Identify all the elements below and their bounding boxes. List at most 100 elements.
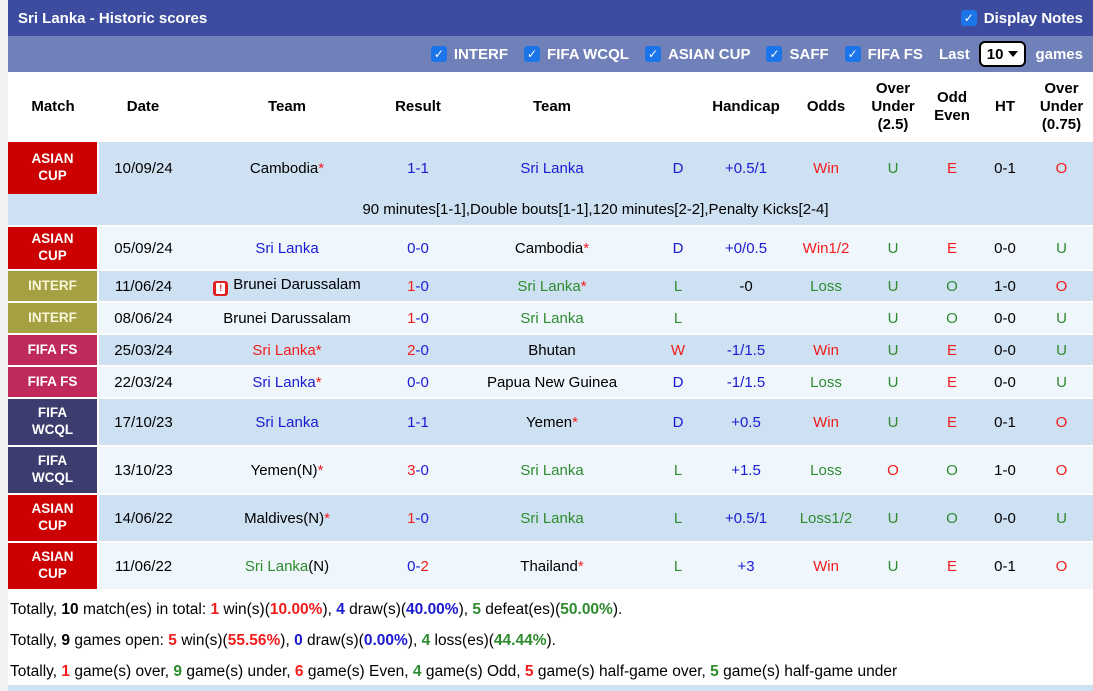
score-part: -0 [415,509,429,527]
checkbox-asian-cup[interactable]: ✓ [644,46,661,62]
odds-result-text: Win [813,159,839,177]
totals-segment: game(s) Odd, [421,663,525,680]
over-under-2-5-text: U [887,557,899,575]
odds-result-text: Win [813,341,839,359]
odds-result-text: Loss1/2 [799,509,853,527]
score-part: 1-1 [407,159,429,177]
over-under-0-75-text: U [1056,509,1067,527]
over-under-0-75-text: O [1055,159,1068,177]
totals-segment: game(s) under, [182,663,295,680]
odd-even: O [924,302,980,335]
totals-line-2: Totally, 9 games open: 5 win(s)(55.56%),… [10,625,1093,656]
matches-table: Match Date Team Result Team Handicap Odds Over … [8,72,1093,591]
match-date: 13/10/23 [98,446,188,495]
display-notes-checkbox[interactable]: ✓ [960,10,977,26]
totals-segment: 0 [294,632,303,649]
totals-segment: 5 [524,663,534,680]
checkbox-interf[interactable]: ✓ [430,46,447,62]
score-part: 1 [407,277,416,295]
team-name: * [583,239,590,257]
handicap-value: -1/1.5 [702,334,790,367]
checkbox-fifa-fs[interactable]: ✓ [844,46,861,62]
result-letter-text: L [673,309,683,327]
away-team: Sri Lanka [450,446,654,495]
handicap-value: +0.5/1 [702,142,790,194]
checkmark-icon: ✓ [847,47,858,61]
totals-segment: 4 [421,632,431,649]
totals-segment: draw(s)( [302,632,364,649]
match-date: 25/03/24 [98,334,188,367]
result-letter-text: L [673,277,683,295]
filter-group-interf: ✓ INTERF [430,46,508,63]
over-under-2-5-text: U [887,341,899,359]
competition-badge: FIFA FS [8,334,99,367]
team-name: * [324,509,330,527]
result-letter: L [654,542,702,591]
over-under-0-75-text: O [1055,461,1068,479]
checkbox-saff[interactable]: ✓ [766,46,783,62]
odd-even-text: O [946,509,958,527]
match-row: INTERF 11/06/24! Brunei Darussalam 1-0 Sri L… [8,270,1093,303]
over-under-2-5-text: U [887,413,899,431]
team-name: Sri Lanka [255,413,319,431]
odds-result-text: Loss [810,373,842,391]
odd-even-text: E [946,373,957,391]
games-count-select[interactable]: 10 [978,41,1027,67]
column-header-over-under-0-75-: Over Under (0.75) [1030,72,1093,142]
over-under-0-75: O [1030,142,1093,194]
result-score: 0-0 [386,366,450,399]
over-under-2-5: U [862,366,924,399]
team-name: Yemen(N) [250,461,318,479]
team-name: * [315,341,322,359]
half-time-score: 0-1 [980,542,1030,591]
away-team: Sri Lanka* [450,270,654,303]
filter-label-saff: SAFF [789,45,829,63]
result-letter-text: W [670,341,686,359]
match-date: 11/06/22 [98,542,188,591]
score-part: 0- [407,557,421,575]
checkmark-icon: ✓ [647,47,658,61]
odds-result: Loss [790,366,862,399]
odd-even: E [924,226,980,271]
away-team: Bhutan [450,334,654,367]
over-under-0-75: O [1030,270,1093,303]
totals-segment: Totally, [10,601,62,618]
odds-result-text: Win [813,557,839,575]
result-score: 3-0 [386,446,450,495]
match-row: ASIAN CUP 11/06/22 Sri Lanka(N) 0-2 Thailand… [8,542,1093,591]
home-team: Sri Lanka [188,226,386,271]
over-under-2-5-text: U [887,309,899,327]
odd-even: E [924,542,980,591]
away-team: Sri Lanka [450,142,654,194]
score-part: 1-1 [407,413,429,431]
match-date: 05/09/24 [98,226,188,271]
checkbox-fifa-wcql[interactable]: ✓ [524,46,541,62]
handicap-value-text: +3 [737,557,755,575]
away-team: Sri Lanka [450,302,654,335]
totals-segment: ). [612,601,623,618]
away-team: Cambodia* [450,226,654,271]
over-under-0-75: U [1030,494,1093,543]
last-label: Last [938,45,970,63]
page-title: Sri Lanka - Historic scores [18,9,208,27]
team-name: Sri Lanka [520,509,584,527]
games-label: games [1035,45,1083,63]
result-letter: D [654,142,702,194]
match-date: 10/09/24 [98,142,188,194]
half-time-score-text: 0-0 [994,373,1016,391]
odd-even-text: E [946,413,957,431]
odds-result [790,302,862,335]
score-part: 3 [407,461,416,479]
over-under-2-5: U [862,398,924,447]
half-time-score-text: 1-0 [994,461,1016,479]
handicap-value [702,302,790,335]
team-name: Sri Lanka [520,461,584,479]
home-team: Cambodia* [188,142,386,194]
totals-segment: 9 [173,663,183,680]
over-under-0-75: U [1030,334,1093,367]
team-name: Bhutan [528,341,576,359]
result-letter: W [654,334,702,367]
team-name: * [572,413,578,431]
over-under-2-5-text: U [887,373,899,391]
half-time-score: 0-1 [980,142,1030,194]
